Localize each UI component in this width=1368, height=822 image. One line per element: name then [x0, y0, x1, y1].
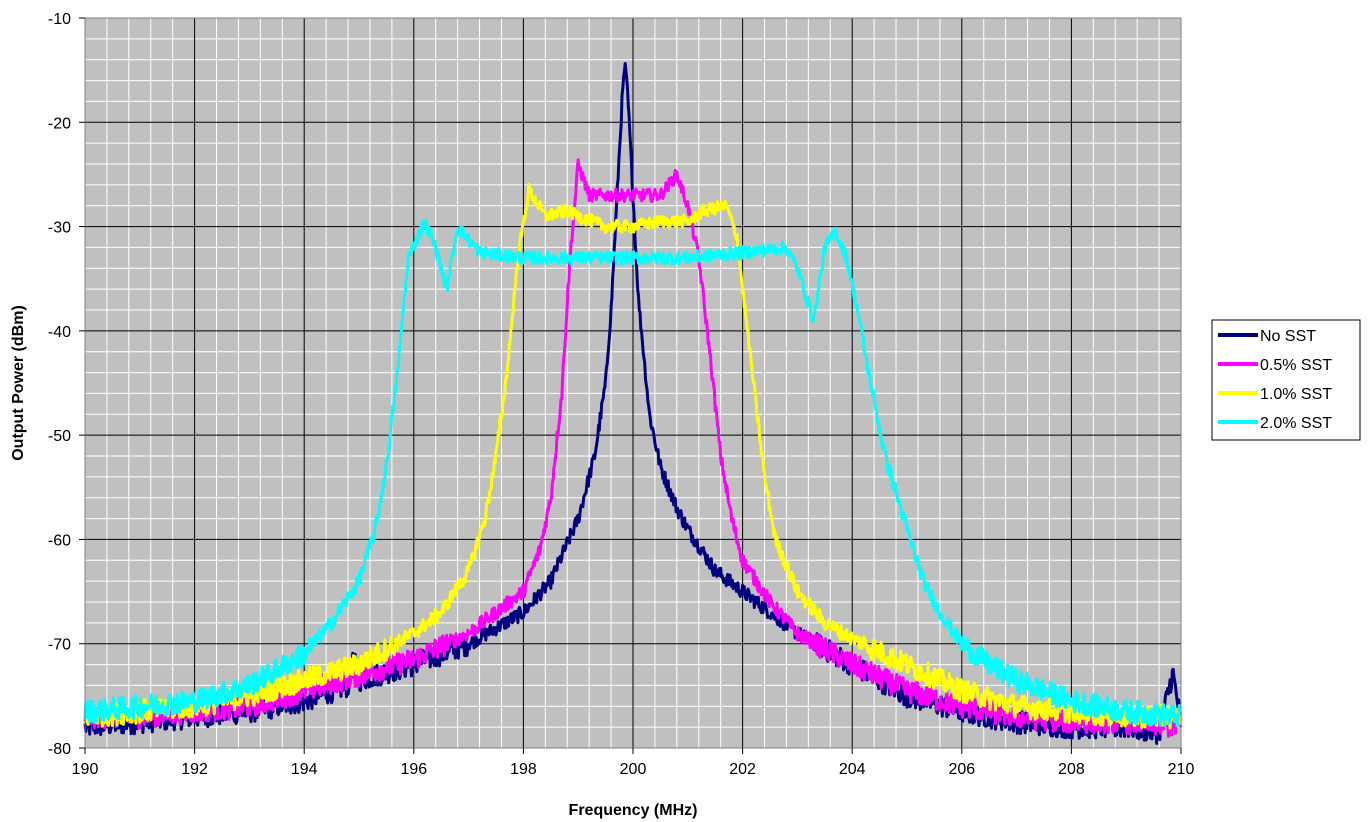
- series-line-2: [83, 182, 1183, 730]
- x-tick-label: 196: [400, 761, 427, 778]
- legend-label: 1.0% SST: [1260, 386, 1332, 403]
- y-tick-label: -40: [48, 324, 71, 341]
- legend-label: 0.5% SST: [1260, 357, 1332, 374]
- x-tick-label: 194: [291, 761, 318, 778]
- x-axis-ticks: 190 192 194 196 198 200 202 204 206 208 210: [72, 748, 1195, 778]
- x-tick-label: 190: [72, 761, 99, 778]
- x-tick-label: 200: [620, 761, 647, 778]
- x-tick-label: 210: [1168, 761, 1195, 778]
- y-tick-label: -60: [48, 532, 71, 549]
- x-tick-label: 192: [181, 761, 208, 778]
- y-tick-label: -70: [48, 637, 71, 654]
- x-tick-label: 206: [948, 761, 975, 778]
- legend-label: 2.0% SST: [1260, 415, 1332, 432]
- x-tick-label: 202: [729, 761, 756, 778]
- y-tick-label: -30: [48, 220, 71, 237]
- y-axis-title: Output Power (dBm): [10, 305, 27, 461]
- y-tick-label: -20: [48, 115, 71, 132]
- y-axis-ticks: -80 -70 -60 -50 -40 -30 -20 -10: [48, 11, 85, 758]
- series-lines: [83, 62, 1183, 745]
- x-tick-label: 208: [1058, 761, 1085, 778]
- legend-box: [1211, 319, 1361, 441]
- legend-label: No SST: [1260, 328, 1316, 345]
- y-tick-label: -10: [48, 11, 71, 28]
- y-tick-label: -80: [48, 741, 71, 758]
- series-line-1: [83, 158, 1183, 738]
- series-line-3: [83, 218, 1183, 728]
- x-tick-label: 204: [839, 761, 866, 778]
- legend: No SST 0.5% SST 1.0% SST 2.0% SST: [1211, 319, 1361, 441]
- x-tick-label: 198: [510, 761, 537, 778]
- y-tick-label: -50: [48, 428, 71, 445]
- x-axis-title: Frequency (MHz): [569, 802, 698, 819]
